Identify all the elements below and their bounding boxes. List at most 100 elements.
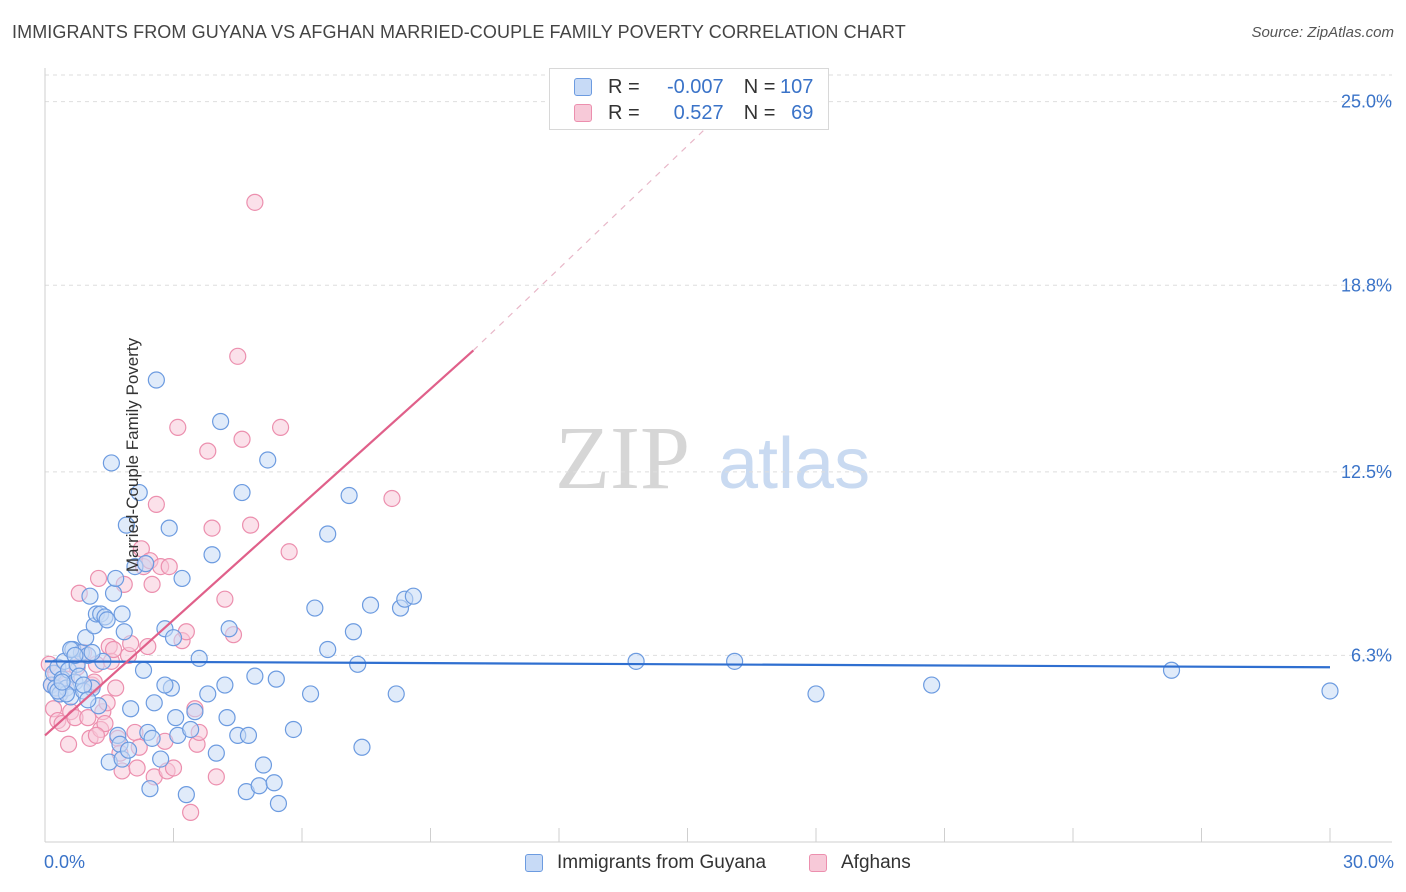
afghans-point [87,726,106,744]
guyana-point [77,629,95,647]
guyana-point [319,525,337,543]
afghans-point [96,714,114,733]
guyana-point [387,685,405,703]
legend-label-guyana: Immigrants from Guyana [557,852,767,873]
guyana-point [134,661,153,679]
guyana-point [143,729,161,747]
legend-row-afghans: R = 0.527 N = 69 [574,100,813,126]
x-tick-label-max: 30.0% [1342,852,1394,872]
afghans-point [229,347,247,365]
guyana-point [726,652,744,670]
legend-n-label: N = [743,75,776,98]
y-tick-label: 25.0% [1341,92,1392,112]
guyana-point [152,750,170,768]
guyana-point [164,629,183,647]
legend-n-value: 69 [791,101,814,124]
guyana-point [807,685,825,703]
afghans-point [107,679,125,697]
afghans-point [182,803,200,821]
y-tick-label: 6.3% [1351,645,1392,665]
guyana-point [130,483,148,502]
guyana-point [220,620,238,638]
guyana-point [207,744,225,762]
guyana-point [218,709,236,727]
guyana-trend-line [44,660,1331,669]
chart-source: Source: ZipAtlas.com [1251,24,1394,41]
guyana-point [199,685,217,703]
x-tick-label-min: 0.0% [44,852,86,872]
afghans-point [383,489,401,508]
guyana-point [104,584,123,602]
legend-r-label: R = [608,101,640,124]
guyana-point [122,700,140,718]
guyana-point [173,569,191,588]
guyana-point [212,412,230,431]
afghans-point [128,759,146,777]
y-tick-label: 12.5% [1341,462,1392,482]
series-legend: Immigrants from Guyana Afghans [0,852,1406,878]
guyana-point [340,486,358,505]
guyana-point [145,694,163,712]
guyana-point [137,555,155,573]
legend-item-guyana[interactable]: Immigrants from Guyana [525,852,766,874]
afghans-point [164,759,183,777]
legend-swatch-pink [809,854,827,872]
guyana-point [246,667,264,685]
guyana-point [267,670,285,688]
afghans-point [104,640,123,659]
guyana-point [107,569,125,588]
guyana-point [190,649,208,667]
afghans-point [89,569,108,588]
guyana-point [1321,682,1339,700]
guyana-point [83,643,101,662]
guyana-point [53,673,71,691]
y-tick-label: 18.8% [1341,275,1392,295]
guyana-point [177,786,195,804]
legend-r-label: R = [608,75,640,98]
afghans-point [271,418,290,437]
guyana-point [349,655,367,673]
guyana-point [284,720,303,739]
afghans-point [280,543,298,561]
legend-swatch-pink [574,104,592,122]
afghans-point [160,557,178,576]
afghans-point [169,418,187,437]
legend-swatch-blue [574,78,592,96]
guyana-point [216,676,234,694]
afghans-point [216,590,234,608]
guyana-point [119,741,138,759]
guyana-point [79,691,97,709]
y-axis-label: Married-Couple Family Poverty [123,337,143,573]
guyana-point [115,623,133,641]
guyana-point [254,756,273,774]
afghans-point [242,516,260,534]
legend-item-afghans[interactable]: Afghans [809,852,911,874]
guyana-point [627,652,645,670]
guyana-point [239,726,258,744]
legend-row-guyana: R = -0.007 N = 107 [574,74,813,100]
legend-n-label: N = [743,101,776,124]
guyana-point [265,774,283,792]
chart-title: IMMIGRANTS FROM GUYANA VS AFGHAN MARRIED… [12,22,906,42]
guyana-point [319,640,337,659]
afghans-trend-extension [472,124,710,351]
afghans-point [207,768,225,786]
guyana-point [344,623,362,641]
watermark-zip: ZIP [555,409,690,508]
afghans-point [139,637,157,656]
afghans-point [79,709,97,727]
guyana-point [923,676,941,694]
afghans-point [246,193,264,211]
afghans-trend-line [44,349,475,737]
legend-r-value: 0.527 [673,101,724,124]
legend-label-afghans: Afghans [841,852,911,873]
guyana-point [160,519,178,537]
correlation-legend: R = -0.007 N = 107 R = 0.527 N = 69 [549,68,829,130]
guyana-point [117,516,135,534]
guyana-point [361,596,380,614]
guyana-point [182,720,200,739]
afghans-point [147,495,165,514]
guyana-point [250,777,268,795]
guyana-point [141,780,159,798]
